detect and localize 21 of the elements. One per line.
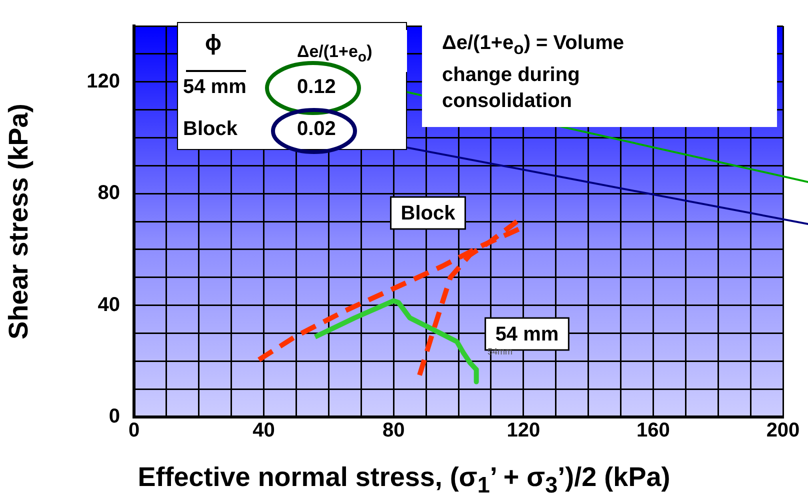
y-tick-label: 40 — [98, 294, 120, 316]
y-tick-label: 0 — [108, 406, 120, 428]
x-tick-label: 120 — [506, 420, 540, 442]
annotation: Block — [183, 118, 238, 141]
y-axis-title: Shear stress (kPa) — [4, 104, 34, 340]
annotation: Δe/(1+e$_{o}$) — [297, 42, 372, 66]
annotation: Δe/(1+e$_{o}$) = Volume change during consolidation — [442, 31, 626, 114]
x-tick-label: 0 — [128, 420, 140, 442]
annotation: 0.12 — [297, 76, 336, 99]
x-axis-title: Effective normal stress, (σ$_{1}$’ + σ$_{3}$’)/2 (kPa) — [136, 462, 672, 498]
x-tick-label: 200 — [766, 420, 800, 442]
x-tick-label: 160 — [636, 420, 670, 442]
y-tick-label: 80 — [98, 182, 120, 204]
annotation: ϕ — [205, 30, 222, 56]
annotation: 54 mm — [495, 324, 559, 346]
annotation: 0.02 — [297, 118, 336, 141]
x-tick-label: 80 — [382, 420, 405, 442]
y-tick-label: 120 — [86, 70, 120, 92]
annotation: Block — [400, 202, 456, 225]
annotation: 54 mm — [183, 76, 246, 99]
x-tick-label: 40 — [252, 420, 275, 442]
